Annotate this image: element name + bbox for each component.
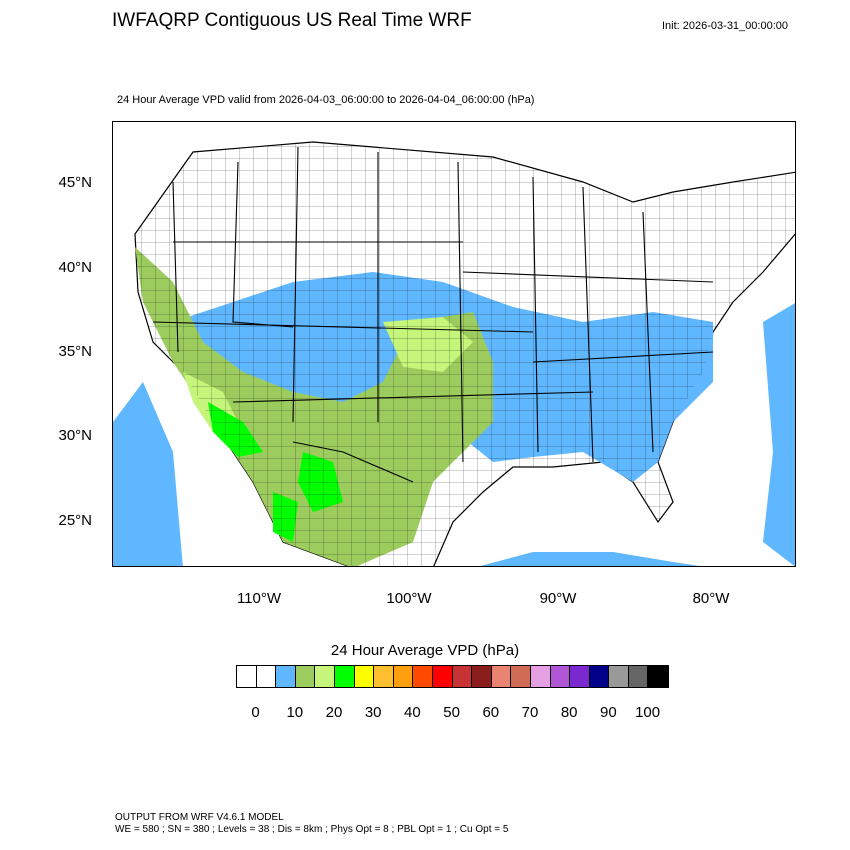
- colorbar-box: [432, 666, 453, 687]
- model-info: OUTPUT FROM WRF V4.6.1 MODEL WE = 580 ; …: [115, 812, 508, 836]
- ocean-fill-west: [113, 382, 183, 566]
- lat-label-30: 30°N: [58, 427, 92, 444]
- init-time: Init: 2026-03-31_00:00:00: [662, 20, 788, 32]
- county-lines: [135, 142, 795, 566]
- model-info-line1: OUTPUT FROM WRF V4.6.1 MODEL: [115, 812, 284, 823]
- colorbar-tick-label: 100: [635, 704, 661, 721]
- colorbar-box: [570, 666, 590, 687]
- lat-label-40: 40°N: [58, 259, 92, 276]
- colorbar-box: [315, 666, 335, 687]
- colorbar-box: [413, 666, 433, 687]
- colorbar-box: [491, 666, 512, 687]
- vpd-map: [112, 121, 796, 567]
- colorbar-tick-label: 0: [251, 704, 260, 721]
- lon-label-100: 100°W: [386, 590, 432, 607]
- colorbar-tick-label: 20: [325, 704, 343, 721]
- colorbar-tick-label: 30: [364, 704, 382, 721]
- colorbar-box: [628, 666, 649, 687]
- colorbar-box: [295, 666, 316, 687]
- ocean-fill-atlantic: [763, 303, 795, 566]
- model-info-line2: WE = 580 ; SN = 380 ; Levels = 38 ; Dis …: [115, 824, 509, 835]
- lon-label-90: 90°W: [539, 590, 577, 607]
- colorbar-tick-label: 60: [482, 704, 500, 721]
- colorbar-box: [609, 666, 629, 687]
- colorbar-box: [511, 666, 531, 687]
- ocean-fill-gulf: [480, 552, 700, 566]
- colorbar-box: [452, 666, 473, 687]
- lat-label-35: 35°N: [58, 343, 92, 360]
- colorbar-title: 24 Hour Average VPD (hPa): [330, 642, 520, 659]
- lat-label-25: 25°N: [58, 512, 92, 529]
- lat-label-45: 45°N: [58, 174, 92, 191]
- lon-label-110: 110°W: [236, 590, 282, 607]
- colorbar-box: [589, 666, 610, 687]
- colorbar-box: [334, 666, 355, 687]
- state-boundaries: [152, 146, 714, 483]
- colorbar-tick-label: 50: [443, 704, 460, 721]
- lon-label-80: 80°W: [692, 590, 730, 607]
- colorbar-box: [550, 666, 571, 687]
- colorbar-box: [648, 666, 669, 687]
- chart-title: IWFAQRP Contiguous US Real Time WRF: [112, 10, 472, 31]
- colorbar-box: [472, 666, 492, 687]
- map-svg: [113, 141, 795, 566]
- colorbar-box: [530, 666, 551, 687]
- colorbar-tick-label: 90: [600, 704, 617, 721]
- colorbar-tick-label: 40: [404, 704, 421, 721]
- chart-subtitle: 24 Hour Average VPD valid from 2026-04-0…: [117, 94, 535, 106]
- colorbar-box: [276, 666, 296, 687]
- colorbar-box: [393, 666, 414, 687]
- colorbar-tick-label: 10: [286, 704, 304, 721]
- colorbar-tick-label: 80: [560, 704, 578, 721]
- colorbar: [236, 665, 670, 688]
- colorbar-box: [237, 666, 257, 687]
- colorbar-box: [354, 666, 375, 687]
- colorbar-tick-label: 70: [521, 704, 539, 721]
- colorbar-box: [256, 666, 277, 687]
- colorbar-box: [374, 666, 394, 687]
